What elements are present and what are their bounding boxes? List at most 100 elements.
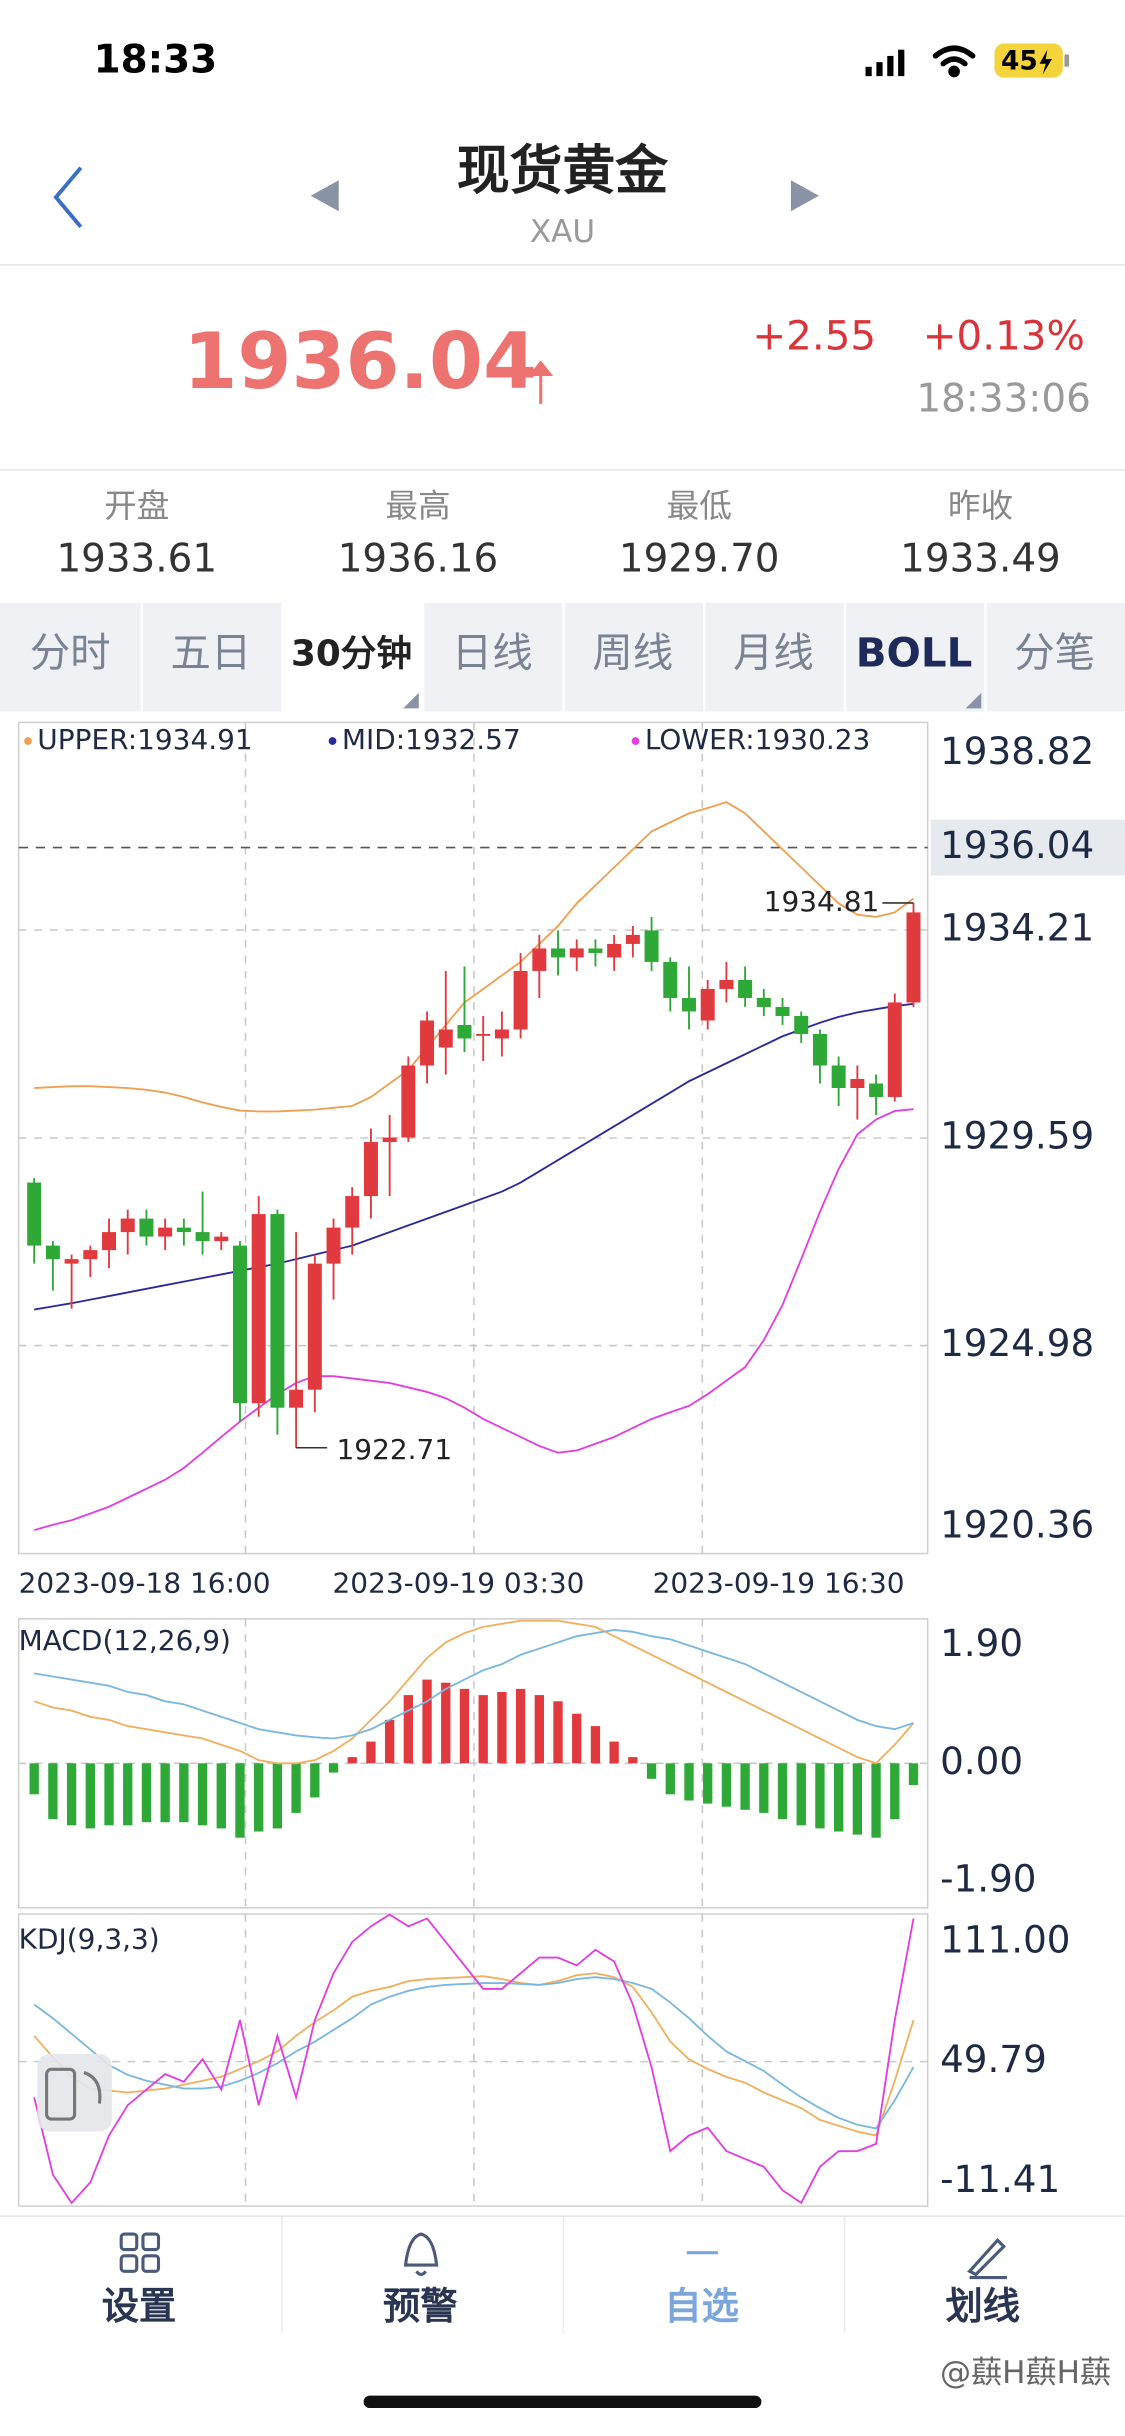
wifi-icon — [932, 45, 976, 78]
nav-item[interactable]: 划线 — [946, 2284, 1021, 2328]
quote-change-pct: +0.13% — [923, 313, 1085, 360]
macd-bar — [328, 1763, 339, 1773]
candle-body — [345, 1196, 360, 1228]
macd-bar — [160, 1763, 170, 1823]
tab[interactable]: 月线 — [733, 630, 814, 677]
nav-item[interactable]: 设置 — [102, 2284, 177, 2328]
candle-body — [625, 934, 640, 944]
nav-separator — [843, 2216, 846, 2334]
tab-dropdown-corner — [403, 692, 419, 709]
legend-text: LOWER:1930.23 — [645, 723, 870, 756]
watermark: @蕻H蕻H蕻 — [940, 2355, 1111, 2391]
candle-body — [906, 912, 921, 1003]
legend-text: MID:1932.57 — [342, 723, 521, 756]
tab[interactable]: 分时 — [30, 630, 111, 677]
macd-line — [34, 1629, 914, 1740]
candle-body — [102, 1232, 117, 1251]
macd-bar — [553, 1701, 563, 1764]
nav-item[interactable]: 预警 — [383, 2284, 458, 2328]
macd-bar — [48, 1763, 58, 1820]
candle-body — [644, 930, 659, 962]
macd-bar — [403, 1695, 414, 1764]
x-label: 2023-09-18 16:00 — [19, 1567, 271, 1600]
signal-icon — [865, 49, 905, 77]
macd-bar — [384, 1719, 395, 1764]
stat-label: 昨收 — [948, 487, 1013, 525]
y-tick-label: 1.90 — [940, 1621, 1023, 1665]
candle-body — [382, 1137, 397, 1143]
divider — [0, 2215, 1125, 2217]
tab[interactable]: 30分钟 — [291, 634, 412, 675]
y-tick-label: 1934.21 — [940, 905, 1094, 949]
low-label: 1922.71 — [337, 1433, 453, 1466]
candle-body — [83, 1250, 98, 1260]
candle-body — [794, 1015, 809, 1034]
macd-bar — [534, 1695, 544, 1764]
tab-active-bg — [281, 602, 422, 712]
tab[interactable]: 日线 — [452, 630, 533, 677]
tabs: 分时 五日 30分钟 日线 周线 月线 BOLL 分笔 — [30, 602, 1095, 712]
rotate-button[interactable] — [37, 2053, 112, 2132]
charging-bolt — [1039, 49, 1052, 75]
prev-button[interactable] — [310, 180, 339, 212]
tab[interactable]: 周线 — [592, 630, 673, 677]
macd-bar — [254, 1763, 264, 1832]
macd-bar — [141, 1763, 152, 1823]
tab-separator — [281, 602, 284, 712]
macd-bar — [310, 1763, 320, 1798]
candle-body — [850, 1079, 865, 1089]
legend-dot — [631, 737, 640, 745]
nav-subtitle: XAU — [530, 214, 595, 250]
tab-separator — [140, 602, 143, 712]
next-button[interactable] — [790, 180, 819, 212]
macd-line — [33, 1619, 915, 1765]
macd-bar — [684, 1763, 694, 1801]
macd-bar — [703, 1763, 713, 1804]
tab[interactable]: 分笔 — [1014, 630, 1095, 677]
macd-bar — [66, 1763, 77, 1826]
tab[interactable]: 五日 — [171, 630, 252, 677]
stat-value: 1936.16 — [338, 536, 499, 581]
macd-bar — [852, 1763, 863, 1835]
back-button[interactable] — [53, 166, 83, 229]
macd-bar — [908, 1763, 919, 1786]
quote-price: 1936.04 — [183, 317, 537, 407]
stat-label: 最高 — [385, 487, 450, 525]
macd-bar — [721, 1763, 732, 1807]
nav-item[interactable]: 自选 — [664, 2284, 739, 2328]
tab[interactable]: BOLL — [856, 630, 973, 677]
battery-cap — [1064, 54, 1070, 67]
divider — [0, 264, 1125, 266]
macd-bar — [833, 1763, 844, 1832]
y-tick-label: 1938.82 — [940, 729, 1094, 773]
tab-separator — [703, 602, 706, 712]
macd-bar — [347, 1757, 357, 1764]
candle-body — [775, 1006, 790, 1016]
candle-body — [120, 1218, 135, 1233]
home-indicator — [363, 2395, 762, 2409]
macd-bar — [272, 1763, 283, 1829]
y-tick-label: -1.90 — [940, 1857, 1036, 1901]
macd-bar — [85, 1763, 95, 1829]
macd-bar — [366, 1741, 376, 1764]
candle-body — [812, 1033, 827, 1066]
y-tick-label: 111.00 — [940, 1917, 1070, 1961]
candle-body — [607, 943, 622, 958]
charts: 1938.82 1934.21 1929.59 1924.98 1920.36 1936.… — [19, 723, 1125, 2205]
candle-body — [64, 1259, 79, 1264]
tab-separator — [421, 602, 425, 712]
bottom-nav: 设置 预警 自选 划线 — [102, 2216, 1021, 2334]
stat-value: 1933.49 — [900, 536, 1061, 581]
candle-body — [214, 1236, 229, 1242]
candle-body — [232, 1245, 247, 1404]
nav-title: 现货黄金 — [457, 141, 668, 202]
x-label: 2023-09-19 16:30 — [653, 1567, 905, 1600]
macd-bar — [441, 1682, 451, 1764]
macd-bar — [590, 1726, 601, 1764]
kdj-line — [33, 1913, 915, 2205]
candle-body — [270, 1214, 285, 1408]
stats: 开盘 1933.61 最高 1936.16 最低 1929.70 昨收 1933.49 — [56, 487, 1060, 581]
macd-bar — [815, 1763, 825, 1829]
battery-level: 45 — [1001, 46, 1038, 77]
